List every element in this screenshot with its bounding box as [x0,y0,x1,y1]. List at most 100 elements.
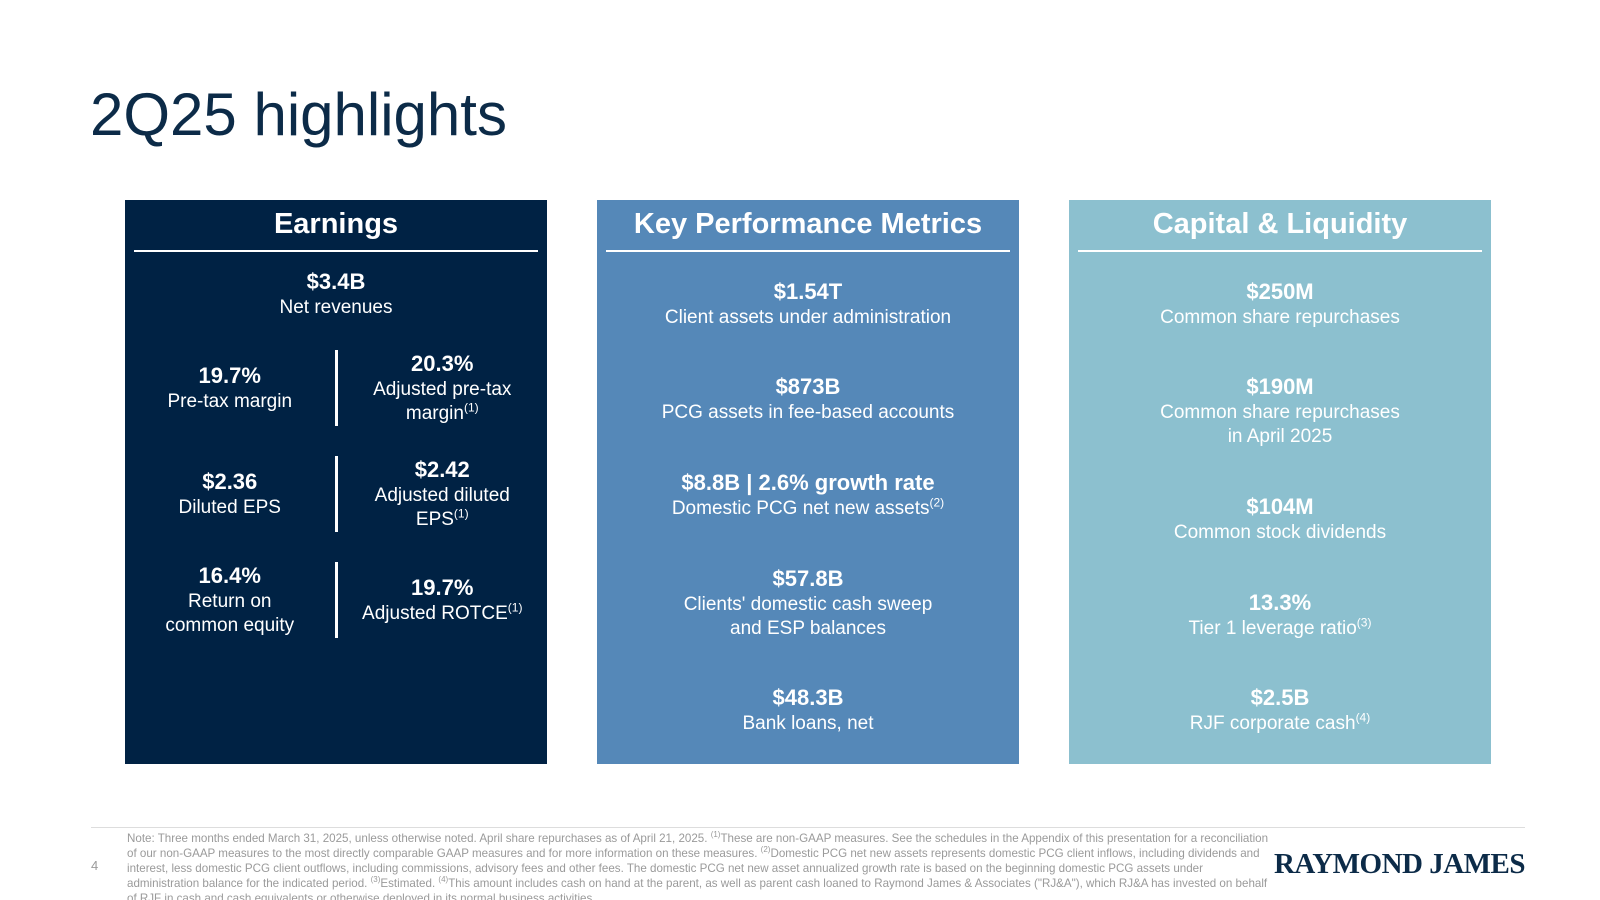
label-text: Adjusted ROTCE [362,603,508,624]
label-line: and ESP balances [684,617,933,641]
footnote-ref: (1) [710,830,721,840]
metric-value: 19.7% [411,575,474,600]
panel-body: $1.54T Client assets under administration… [597,252,1019,758]
metric-value: $873B [775,374,841,400]
label-text: Tier 1 leverage ratio [1188,617,1357,639]
label-text: Client assets under administration [664,306,952,328]
metric: $873B PCG assets in fee-based accounts [662,373,955,425]
label-text: Pre-tax margin [167,391,293,412]
metric: $48.3B Bank loans, net [743,684,874,736]
label-line: Domestic PCG net new assets(2) [672,497,944,521]
metric-label: Return on common equity [125,590,335,638]
page-number: 4 [91,858,99,873]
metric: 19.7% Adjusted ROTCE(1) [338,574,548,626]
metric-label: Client assets under administration [665,306,951,330]
metric: $8.8B | 2.6% growth rate Domestic PCG net… [672,469,944,521]
metric: $190M Common share repurchases in April 20… [1160,373,1400,449]
label-text: Adjusted diluted [374,485,510,506]
separator [91,827,1525,828]
metric-label: Pre-tax margin [125,390,335,414]
metric-value: $1.54T [773,278,843,304]
metric-label: PCG assets in fee-based accounts [662,401,955,425]
footnote-text: Note: Three months ended March 31, 2025,… [127,832,711,845]
label-line: in April 2025 [1160,425,1400,449]
slide-title: 2Q25 highlights [90,81,507,148]
label-line: Pre-tax margin [125,390,335,414]
label-line: Common share repurchases [1160,401,1400,425]
divider [334,562,338,638]
label-text: and ESP balances [730,617,886,639]
footnote: Note: Three months ended March 31, 2025,… [127,831,1272,900]
panel-body: $3.4B Net revenues 19.7% Pre-tax margin 20.3… [125,252,547,758]
metric-value: $2.36 [202,469,258,494]
footnote-ref: (4) [1355,710,1371,725]
metric-value: $57.8B [772,565,844,591]
metric-value: $104M [1246,493,1314,519]
label-line: Return on [125,590,335,614]
label-text: Diluted EPS [178,497,281,518]
label-text: Common share repurchases [1160,306,1400,328]
panel: Earnings $3.4B Net revenues 19.7% Pre-tax ma… [125,200,547,764]
label-text: Bank loans, net [742,713,874,735]
panel-title: Earnings [134,200,538,252]
label-text: Return on [188,591,272,612]
metric: 20.3% Adjusted pre-tax margin(1) [338,350,548,426]
label-line: RJF corporate cash(4) [1190,712,1370,736]
metric: $250M Common share repurchases [1160,278,1400,330]
metric-value: $8.8B | 2.6% growth rate [681,469,935,495]
label-line: Tier 1 leverage ratio(3) [1188,616,1372,641]
metric-value: $48.3B [772,685,844,711]
footnote-ref: (1) [453,506,469,521]
panel-body: $250M Common share repurchases $190M Common… [1069,252,1491,758]
metric-pair: 19.7% Pre-tax margin 20.3% Adjusted pre-tax… [125,350,547,426]
label-text: common equity [165,615,295,636]
metric-value: $250M [1246,278,1314,304]
label-line: Common stock dividends [1174,521,1386,545]
metric: $2.42 Adjusted diluted EPS(1) [338,456,548,532]
panel-title: Key Performance Metrics [606,200,1010,252]
footnote-text: Domestic PCG net new assets represents d… [127,847,1260,890]
metric-label: Adjusted ROTCE(1) [338,602,548,626]
label-line: Client assets under administration [665,306,951,330]
panel: Capital & Liquidity $250M Common share rep… [1069,200,1491,764]
metric-label: Bank loans, net [743,712,874,736]
metric: $2.36 Diluted EPS [125,468,335,520]
divider [334,456,338,532]
label-line: PCG assets in fee-based accounts [662,401,955,425]
metric-value: $2.5B [1250,685,1310,711]
metric: 19.7% Pre-tax margin [125,362,335,414]
label-line: margin(1) [338,402,548,426]
metric-value: 20.3% [411,351,474,376]
metric-pair: 16.4% Return on common equity 19.7% Adjusted… [125,562,547,638]
label-line: Common share repurchases [1160,306,1400,330]
divider [334,350,338,426]
metric-label: Net revenues [279,296,392,320]
metric-value: 19.7% [198,363,261,388]
label-text: in April 2025 [1227,426,1333,448]
footnote-text: These are non-GAAP measures. See the sch… [127,832,1269,860]
metric-label: Diluted EPS [125,496,335,520]
footnote-text: This amount includes cash on hand at the… [127,877,1268,900]
label-text: Common share repurchases [1160,402,1400,424]
metric-value: $190M [1246,374,1314,400]
metric-label: Tier 1 leverage ratio(3) [1188,616,1372,641]
label-line: Bank loans, net [743,712,874,736]
label-line: Adjusted ROTCE(1) [338,602,548,626]
footnote-text: Estimated. [380,877,439,890]
metric: $1.54T Client assets under administration [665,278,951,330]
footnote-ref: (3) [370,875,381,885]
metric-label: Common share repurchases in April 2025 [1160,401,1400,449]
label-text: margin [405,403,464,424]
label-text: RJF corporate cash [1189,713,1356,735]
metric: $3.4B Net revenues [279,268,392,320]
label-text: PCG assets in fee-based accounts [661,402,955,424]
label-text: Adjusted pre-tax [373,379,512,400]
metric-label: Domestic PCG net new assets(2) [672,497,944,521]
metric: $104M Common stock dividends [1174,493,1386,545]
metric-value: 13.3% [1248,589,1312,615]
label-text: EPS [415,509,454,530]
panel: Key Performance Metrics $1.54T Client asse… [597,200,1019,764]
footnote-ref: (4) [438,875,449,885]
label-line: Net revenues [279,296,392,320]
